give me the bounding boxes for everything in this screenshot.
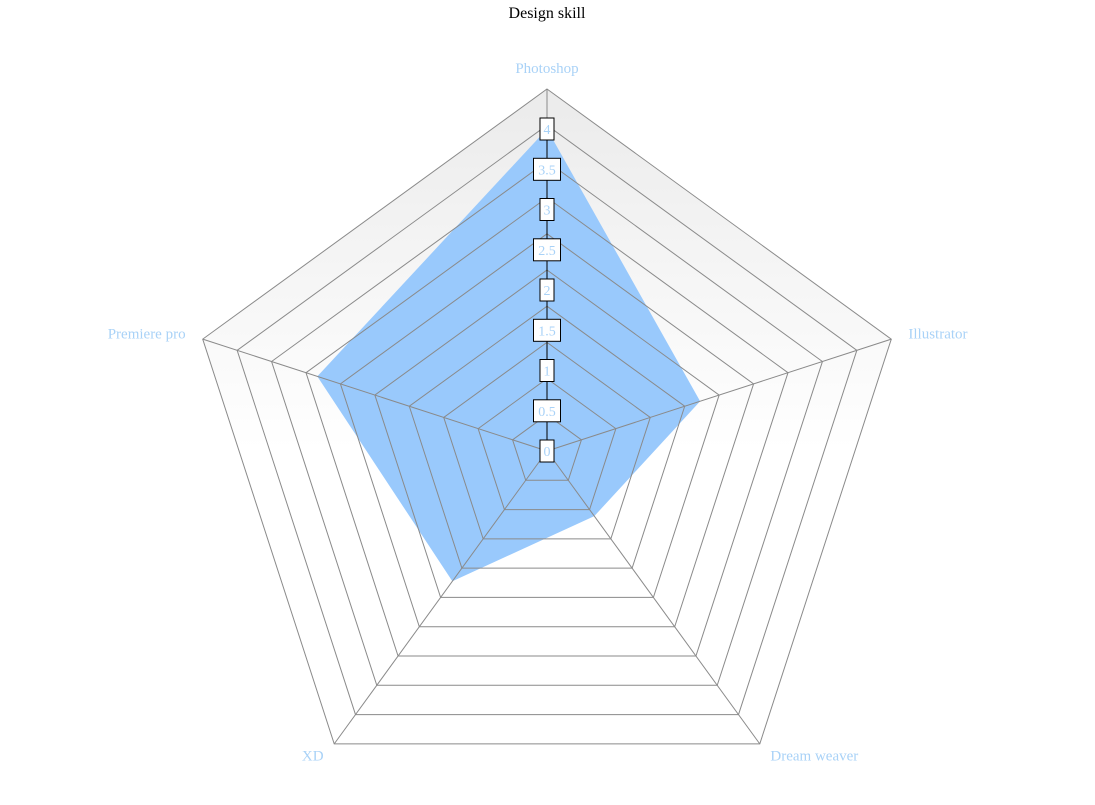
chart-title: Design skill bbox=[509, 5, 586, 22]
category-label: Illustrator bbox=[908, 327, 967, 343]
tick-label-box: 2 bbox=[539, 278, 555, 302]
tick-label: 3 bbox=[544, 204, 551, 219]
series-layer bbox=[317, 129, 701, 582]
grid-ring bbox=[511, 414, 583, 481]
grid-ring bbox=[443, 341, 651, 540]
grid-ring bbox=[270, 160, 824, 686]
tick-box bbox=[533, 157, 561, 181]
category-label-layer: Photoshop Illustrator Dream weaver XD Premie… bbox=[108, 61, 968, 764]
tick-box bbox=[533, 318, 561, 342]
tick-label: 1 bbox=[544, 365, 551, 380]
tick-box bbox=[539, 359, 555, 382]
tick-label: 2 bbox=[544, 284, 551, 299]
tick-label: 4 bbox=[544, 123, 551, 138]
tick-label-box: 2.5 bbox=[533, 238, 561, 262]
axis-spoke bbox=[546, 338, 892, 452]
grid-ring bbox=[236, 124, 858, 716]
grid-ring bbox=[408, 305, 686, 569]
tick-label-box: 0 bbox=[539, 439, 555, 463]
tick-label-box: 3 bbox=[539, 198, 555, 221]
category-label: Dream weaver bbox=[770, 748, 858, 764]
grid-ring bbox=[477, 377, 617, 511]
grid-layer bbox=[202, 88, 892, 745]
tick-label: 3.5 bbox=[538, 163, 556, 178]
tick-label: 0.5 bbox=[538, 405, 556, 420]
tick-label: 1.5 bbox=[538, 324, 556, 339]
tick-box bbox=[533, 238, 561, 262]
category-label: XD bbox=[302, 748, 324, 764]
tick-box bbox=[533, 399, 561, 423]
grid-ring bbox=[202, 88, 892, 745]
grid-ring bbox=[339, 233, 755, 628]
category-label: Photoshop bbox=[515, 61, 578, 77]
tick-label: 2.5 bbox=[538, 244, 556, 259]
tick-label: 0 bbox=[544, 445, 551, 460]
axis-spoke bbox=[202, 338, 548, 452]
tick-box bbox=[539, 198, 555, 221]
series-area-0 bbox=[317, 129, 701, 582]
axis-spoke bbox=[333, 450, 548, 745]
tick-label-box: 1 bbox=[539, 359, 555, 382]
tick-box bbox=[539, 117, 555, 141]
tick-label-box: 3.5 bbox=[533, 157, 561, 181]
tick-label-box: 4 bbox=[539, 117, 555, 141]
tick-label-box: 0.5 bbox=[533, 399, 561, 423]
category-label: Premiere pro bbox=[108, 327, 186, 343]
tick-layer: 0 0.5 1 1.5 2 2.5 3 3.5 4 bbox=[533, 117, 561, 463]
tick-label-box: 1.5 bbox=[533, 318, 561, 342]
grid-ring bbox=[374, 269, 720, 598]
tick-box bbox=[539, 439, 555, 463]
axis-spoke bbox=[546, 450, 761, 745]
grid-ring bbox=[305, 196, 789, 657]
tick-box bbox=[539, 278, 555, 302]
